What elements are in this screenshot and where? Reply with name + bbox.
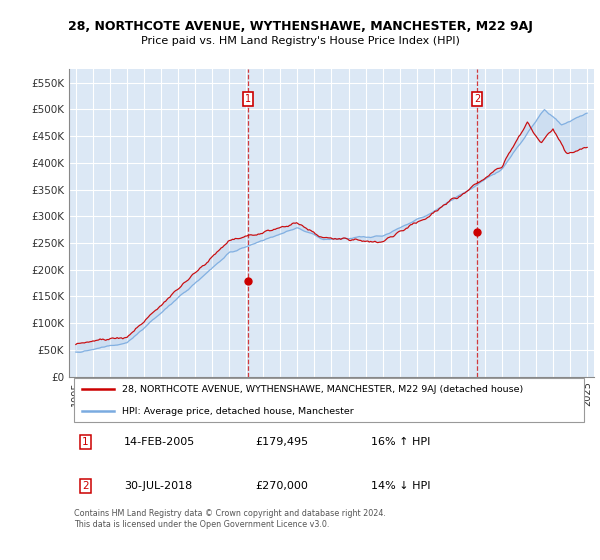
Text: £270,000: £270,000 xyxy=(256,481,308,491)
Text: 16% ↑ HPI: 16% ↑ HPI xyxy=(371,437,430,447)
Text: Price paid vs. HM Land Registry's House Price Index (HPI): Price paid vs. HM Land Registry's House … xyxy=(140,36,460,46)
Text: 28, NORTHCOTE AVENUE, WYTHENSHAWE, MANCHESTER, M22 9AJ: 28, NORTHCOTE AVENUE, WYTHENSHAWE, MANCH… xyxy=(68,20,532,32)
Text: £179,495: £179,495 xyxy=(256,437,308,447)
Text: 2: 2 xyxy=(82,481,89,491)
Text: 2: 2 xyxy=(474,94,481,104)
Text: Contains HM Land Registry data © Crown copyright and database right 2024.
This d: Contains HM Land Registry data © Crown c… xyxy=(74,510,386,529)
Text: 14-FEB-2005: 14-FEB-2005 xyxy=(124,437,196,447)
Text: 14% ↓ HPI: 14% ↓ HPI xyxy=(371,481,430,491)
Text: 30-JUL-2018: 30-JUL-2018 xyxy=(124,481,193,491)
Text: 28, NORTHCOTE AVENUE, WYTHENSHAWE, MANCHESTER, M22 9AJ (detached house): 28, NORTHCOTE AVENUE, WYTHENSHAWE, MANCH… xyxy=(121,385,523,394)
Text: 1: 1 xyxy=(245,94,251,104)
FancyBboxPatch shape xyxy=(74,379,583,422)
Text: HPI: Average price, detached house, Manchester: HPI: Average price, detached house, Manc… xyxy=(121,407,353,416)
Text: 1: 1 xyxy=(82,437,89,447)
